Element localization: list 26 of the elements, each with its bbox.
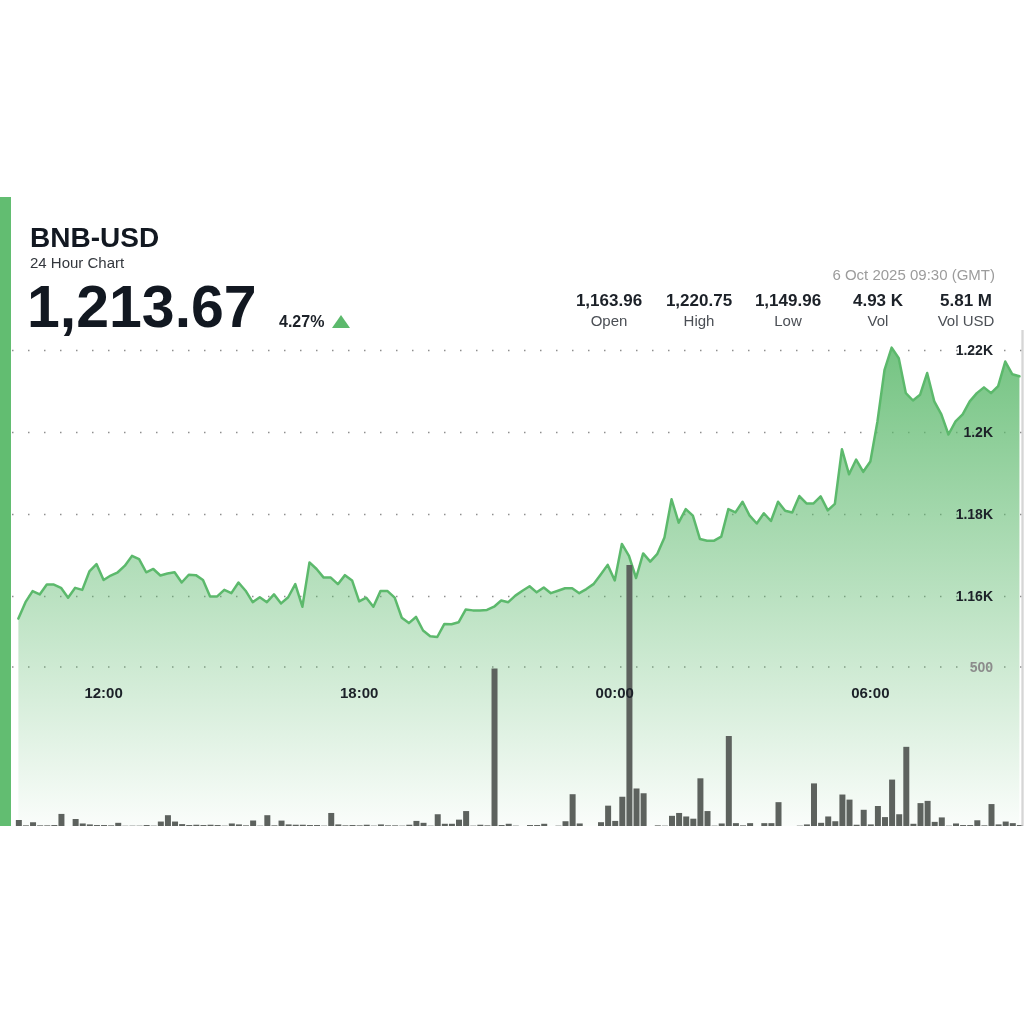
text: 1,220.75 — [665, 290, 733, 310]
y-tick-label: 1.22K — [955, 342, 993, 359]
text: Vol — [867, 311, 889, 329]
text: 5.81 M — [940, 290, 992, 310]
x-tick-label: 18:00 — [339, 684, 379, 701]
text: 6 Oct 2025 09:30 (GMT) — [832, 265, 995, 283]
text: 1,163.96 — [575, 290, 643, 310]
chart-subtitle: 24 Hour Chart — [30, 254, 125, 271]
bar — [420, 822, 427, 826]
y-tick-label: 1.2K — [963, 424, 993, 441]
bar — [775, 802, 782, 826]
bar — [704, 811, 711, 826]
x-tick-label: 06:00 — [851, 684, 890, 701]
x-tick-label: 12:00 — [84, 684, 123, 701]
text: 1,149.96 — [754, 290, 822, 310]
text: Low — [774, 311, 802, 329]
annotation: 1,213.67 — [27, 274, 257, 340]
text: 4.93 K — [852, 290, 904, 310]
text: High — [683, 311, 715, 329]
y-tick-label: 1.16K — [955, 588, 993, 605]
y-tick-label: 1.18K — [955, 506, 993, 523]
text: 4.27% — [279, 313, 325, 330]
y2-tick-label: 500 — [969, 659, 994, 675]
chart-title: BNB-USD — [30, 222, 160, 253]
text: Vol USD — [937, 311, 995, 329]
text: Open — [590, 311, 628, 329]
